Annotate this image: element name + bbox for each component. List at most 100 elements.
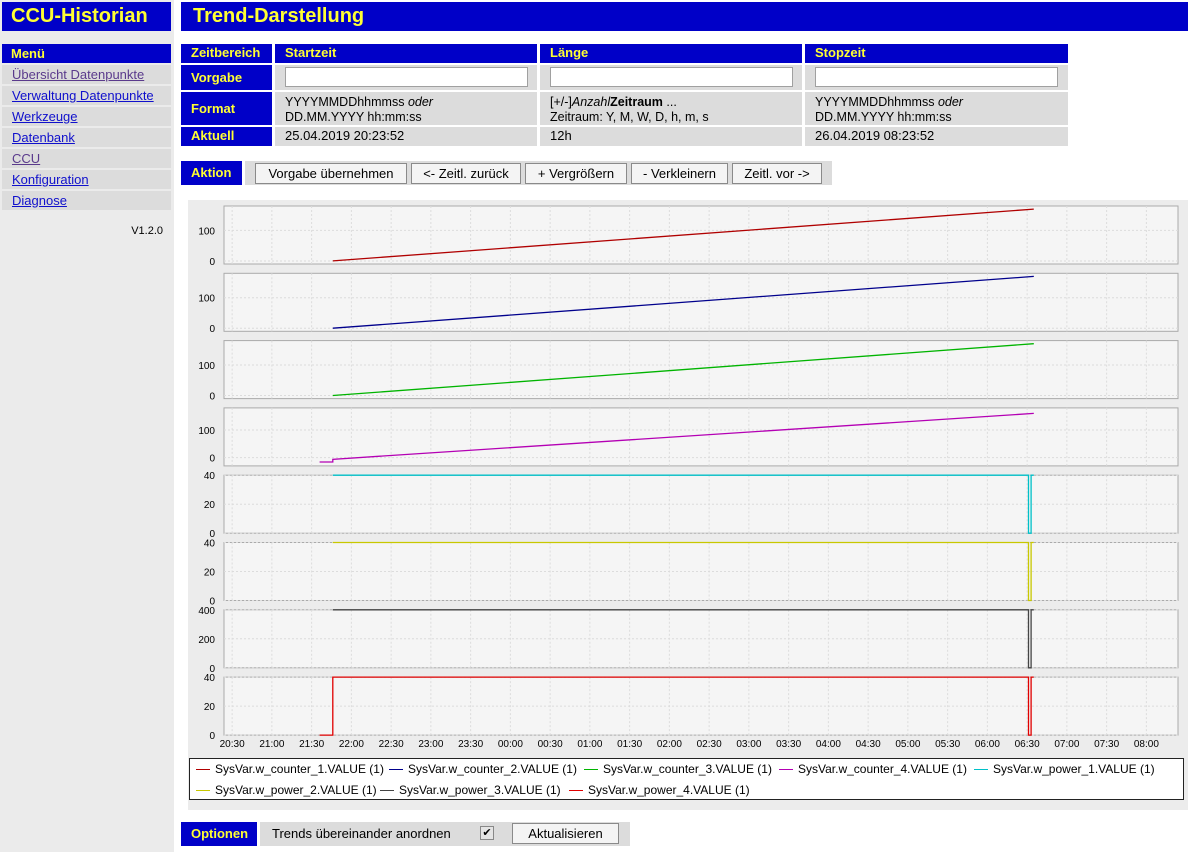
x-tick-label-23: 07:30 [1094, 739, 1119, 750]
x-tick-label-3: 21:30 [299, 739, 324, 750]
menu-link-datenbank[interactable]: Datenbank [12, 130, 75, 145]
x-tick-label-8: 00:00 [498, 739, 523, 750]
x-tick-label-22: 07:00 [1054, 739, 1079, 750]
y-tick-label-7-1: 0 [209, 664, 215, 675]
zoom-out-button[interactable]: - Verkleinern [631, 163, 728, 184]
trend-chart-svg: 0100010001000100020400204002004000204020… [198, 205, 1179, 750]
y-tick-label-6-2: 20 [204, 568, 216, 579]
refresh-button[interactable]: Aktualisieren [512, 823, 619, 844]
y-tick-label-8-3: 40 [204, 673, 216, 684]
format-length-anzahl: Anzahl [571, 95, 611, 109]
legend-label: SysVar.w_counter_1.VALUE (1) [215, 762, 384, 776]
menu-link-diagnose[interactable]: Diagnose [12, 193, 67, 208]
menu-item-uebersicht[interactable]: Übersicht Datenpunkte [2, 65, 171, 84]
vorgabe-length-input[interactable] [550, 67, 793, 87]
legend-swatch [196, 790, 210, 792]
x-tick-label-18: 05:00 [895, 739, 920, 750]
apply-preset-button[interactable]: Vorgabe übernehmen [255, 163, 407, 184]
x-tick-label-17: 04:30 [856, 739, 881, 750]
legend-swatch [779, 769, 793, 771]
series-line-5 [332, 474, 1034, 534]
zoom-in-button[interactable]: + Vergrößern [525, 163, 627, 184]
format-stop-pattern: YYYYMMDDhhmmss [815, 95, 935, 109]
vorgabe-start-input[interactable] [285, 67, 528, 87]
format-start-pattern-2: DD.MM.YYYY hh:mm:ss [285, 110, 422, 124]
legend-label: SysVar.w_power_3.VALUE (1) [399, 783, 561, 797]
chart-legend: SysVar.w_counter_1.VALUE (1) SysVar.w_cou… [189, 758, 1184, 800]
version-label: V1.2.0 [131, 225, 163, 237]
time-forward-button[interactable]: Zeitl. vor -> [732, 163, 822, 184]
legend-swatch [974, 769, 988, 771]
stack-trends-label: Trends übereinander anordnen [272, 826, 451, 841]
y-tick-label-7-2: 200 [198, 635, 215, 646]
format-stop-pattern-2: DD.MM.YYYY hh:mm:ss [815, 110, 952, 124]
vorgabe-stop-input[interactable] [815, 67, 1058, 87]
y-tick-label-5-1: 0 [209, 529, 215, 540]
series-line-3 [332, 343, 1034, 397]
series-line-1 [332, 208, 1034, 262]
y-tick-label-6-1: 0 [209, 597, 215, 608]
legend-item: SysVar.w_power_3.VALUE (1) [378, 783, 561, 798]
legend-item: SysVar.w_counter_1.VALUE (1) [194, 762, 384, 777]
menu-item-verwaltung[interactable]: Verwaltung Datenpunkte [2, 86, 171, 105]
stack-trends-checkbox[interactable]: ✔ [480, 826, 494, 840]
y-tick-label-1-1: 0 [209, 257, 215, 268]
series-line-4 [319, 412, 1034, 463]
menu-link-konfiguration[interactable]: Konfiguration [12, 172, 89, 187]
series-line-8 [319, 676, 1034, 736]
aktuell-start: 25.04.2019 20:23:52 [275, 127, 537, 146]
y-tick-label-2-1: 0 [209, 324, 215, 335]
menu-item-werkzeuge[interactable]: Werkzeuge [2, 107, 171, 126]
menu-link-werkzeuge[interactable]: Werkzeuge [12, 109, 78, 124]
y-tick-label-8-1: 0 [209, 731, 215, 742]
col-header-startzeit: Startzeit [275, 44, 537, 63]
divider [174, 0, 180, 852]
x-tick-label-9: 00:30 [538, 739, 563, 750]
menu-link-verwaltung[interactable]: Verwaltung Datenpunkte [12, 88, 154, 103]
menu-item-datenbank[interactable]: Datenbank [2, 128, 171, 147]
y-tick-label-4-1: 0 [209, 454, 215, 465]
sidebar: CCU-Historian Menü Übersicht Datenpunkte… [0, 0, 174, 852]
x-tick-label-5: 22:30 [379, 739, 404, 750]
menu-header: Menü [2, 44, 171, 63]
x-tick-label-4: 22:00 [339, 739, 364, 750]
menu-item-diagnose[interactable]: Diagnose [2, 191, 171, 210]
x-tick-label-21: 06:30 [1015, 739, 1040, 750]
legend-swatch [380, 790, 394, 792]
legend-swatch [584, 769, 598, 771]
plot-panel-1 [223, 205, 1179, 265]
series-line-7 [332, 609, 1034, 669]
format-start-cell: YYYYMMDDhhmmss oder DD.MM.YYYY hh:mm:ss [275, 92, 537, 125]
col-header-zeitbereich: Zeitbereich [181, 44, 272, 63]
x-tick-label-11: 01:30 [617, 739, 642, 750]
format-start-oder: oder [407, 95, 433, 109]
menu-link-uebersicht[interactable]: Übersicht Datenpunkte [12, 67, 145, 82]
x-tick-label-15: 03:30 [776, 739, 801, 750]
menu-item-ccu[interactable]: CCU [2, 149, 171, 168]
x-tick-label-16: 04:00 [816, 739, 841, 750]
legend-swatch [569, 790, 583, 792]
y-tick-label-5-3: 40 [204, 471, 216, 482]
y-tick-label-3-2: 100 [198, 361, 215, 372]
legend-label: SysVar.w_power_2.VALUE (1) [215, 783, 377, 797]
format-length-zeitraum: Zeitraum [610, 95, 663, 109]
plot-panel-3 [223, 340, 1179, 400]
col-header-laenge: Länge [540, 44, 802, 63]
legend-label: SysVar.w_counter_2.VALUE (1) [408, 762, 577, 776]
format-length-ellipsis: ... [662, 95, 677, 109]
x-tick-label-7: 23:30 [458, 739, 483, 750]
x-tick-label-12: 02:00 [657, 739, 682, 750]
format-start-pattern: YYYYMMDDhhmmss [285, 95, 405, 109]
col-header-stopzeit: Stopzeit [805, 44, 1068, 63]
menu-link-ccu[interactable]: CCU [12, 151, 41, 166]
time-back-button[interactable]: <- Zeitl. zurück [411, 163, 521, 184]
legend-item: SysVar.w_counter_3.VALUE (1) [582, 762, 772, 777]
menu-item-konfiguration[interactable]: Konfiguration [2, 170, 171, 189]
y-tick-label-6-3: 40 [204, 539, 216, 550]
y-tick-label-3-1: 0 [209, 392, 215, 403]
action-label: Aktion [181, 161, 242, 185]
main-content: Trend-Darstellung Zeitbereich Startzeit … [180, 0, 1190, 852]
page-title: Trend-Darstellung [181, 2, 1188, 31]
x-tick-label-13: 02:30 [697, 739, 722, 750]
legend-item: SysVar.w_power_1.VALUE (1) [972, 762, 1155, 777]
